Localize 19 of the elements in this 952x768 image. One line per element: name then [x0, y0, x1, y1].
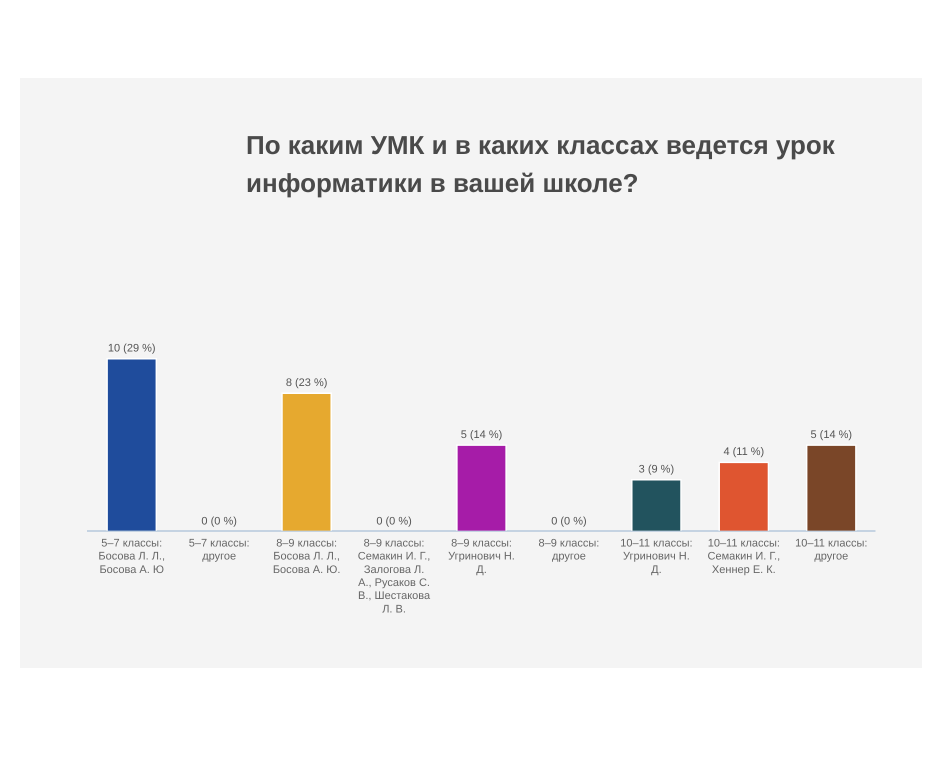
data-label: 5 (14 %): [810, 428, 852, 441]
data-label: 0 (0 %): [376, 515, 412, 528]
x-tick-label: 5–7 классы: другое: [188, 537, 250, 563]
x-tick-label: 8–9 классы: Босова Л. Л., Босова А. Ю.: [272, 537, 340, 576]
x-tick-label: 8–9 классы: Угринович Н. Д.: [448, 537, 515, 576]
data-label: 3 (9 %): [638, 463, 674, 476]
x-tick-label: 5–7 классы: Босова Л. Л., Босова А. Ю: [98, 537, 166, 576]
x-tick-label: 8–9 классы: другое: [538, 537, 600, 563]
x-tick-label: 10–11 классы: Семакин И. Г., Хеннер Е. К.: [708, 537, 780, 576]
data-label: 0 (0 %): [201, 515, 237, 528]
data-label: 4 (11 %): [723, 446, 764, 458]
x-tick-label: 8–9 классы: Семакин И. Г., Залогова Л. А., Русаков С. В., Шестакова Л. В.: [358, 537, 431, 616]
data-label: 8 (23 %): [286, 377, 328, 390]
x-tick-label: 10–11 классы: Угринович Н. Д.: [620, 537, 693, 576]
data-label: 0 (0 %): [551, 515, 587, 528]
data-label: 5 (14 %): [460, 428, 502, 441]
data-label: 10 (29 %): [108, 342, 156, 355]
chart-title: По каким УМК и в каких классах ведется урок информатики в вашей школе?: [246, 129, 836, 200]
x-tick-label: 10–11 классы: другое: [795, 537, 868, 563]
